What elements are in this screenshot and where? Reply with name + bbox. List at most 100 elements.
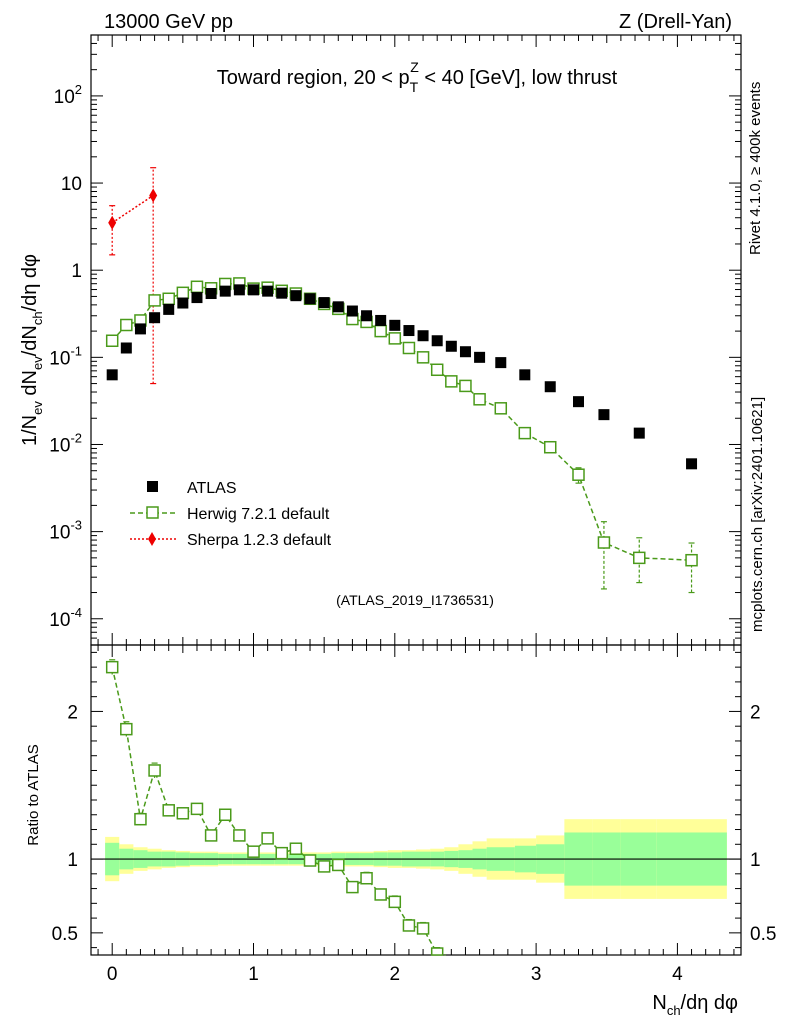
atlas-point [686, 458, 698, 470]
sherpa-point [108, 215, 117, 230]
atlas-point [474, 351, 486, 363]
sherpa-point [149, 188, 158, 203]
y-tick-exponent: -1 [70, 343, 82, 358]
herwig-point [572, 468, 585, 481]
x-axis-label: Nch/dη dφ [652, 992, 738, 1018]
ratio-tick-label-left: 0.5 [52, 924, 78, 945]
atlas-point [417, 330, 429, 342]
atlas-point [573, 396, 584, 408]
y-tick-base: 10 [54, 87, 75, 108]
y-tick-base: 10 [49, 348, 70, 369]
y-tick-base: 10 [49, 610, 70, 631]
atlas-point [163, 303, 175, 315]
ylabel-ev2: ev [30, 356, 45, 370]
legend-atlas-label: ATLAS [187, 480, 237, 497]
herwig-point [494, 402, 508, 415]
y-tick-exponent: -2 [70, 430, 82, 445]
ratio-tick-label-left: 1 [67, 850, 78, 871]
sherpa-line [111, 194, 154, 224]
ratio-herwig-point [402, 919, 416, 932]
ratio-herwig-point [204, 829, 218, 842]
ratio-herwig-point [190, 802, 204, 816]
ylabel-a: 1/N [19, 415, 41, 446]
herwig-line [111, 282, 692, 561]
atlas-point [318, 297, 330, 309]
atlas-point [544, 381, 556, 393]
atlas-point [495, 357, 507, 369]
atlas-point [459, 346, 471, 358]
ratio-herwig-point [275, 846, 289, 860]
atlas-point [633, 427, 645, 439]
atlas-point [598, 409, 610, 421]
title-sub: T [410, 79, 419, 95]
atlas-point [519, 369, 531, 381]
legend-atlas-marker [147, 481, 158, 492]
atlas-point [248, 284, 259, 296]
legend-sherpa-label: Sherpa 1.2.3 default [187, 532, 332, 549]
xlabel-b: /dη dφ [681, 992, 738, 1014]
ratio-herwig-point [388, 895, 402, 909]
y-tick-label: 10-1 [49, 343, 82, 369]
ratio-y-label: Ratio to ATLAS [25, 744, 42, 845]
ratio-herwig-point [416, 922, 430, 935]
atlas-point [332, 301, 344, 313]
ratio-frame [90, 644, 742, 956]
herwig-point [543, 440, 557, 454]
ratio-herwig-point [176, 807, 190, 820]
ratio-tick-label-right: 0.5 [750, 924, 776, 945]
ratio-herwig-point [332, 858, 345, 872]
atlas-point [106, 369, 118, 381]
atlas-point [290, 290, 302, 302]
ylabel-b: dN [19, 370, 41, 401]
legend-sherpa-marker [148, 532, 156, 546]
x-tick-label: 4 [672, 964, 683, 985]
title-sup: Z [410, 59, 419, 75]
herwig-point [633, 551, 646, 565]
herwig-point [162, 292, 175, 306]
herwig-point [597, 536, 611, 549]
atlas-point [403, 325, 415, 337]
ratio-herwig-point [105, 660, 119, 674]
atlas-point [134, 323, 146, 335]
analysis-id: (ATLAS_2019_I1736531) [336, 592, 494, 608]
herwig-point [190, 280, 204, 294]
herwig-point [459, 379, 472, 393]
ratio-herwig-point [289, 842, 303, 855]
y-tick-label: 10-3 [49, 518, 82, 544]
atlas-point [346, 305, 358, 317]
ylabel-ch: ch [30, 311, 45, 325]
atlas-point [361, 310, 373, 322]
header-left: 13000 GeV pp [104, 11, 233, 33]
ylabel-d: /dη dφ [19, 254, 41, 311]
ratio-herwig-point [233, 829, 246, 842]
herwig-point [473, 393, 486, 406]
mcplots-label: mcplots.cern.ch [arXiv:2401.10621] [749, 397, 766, 632]
ratio-herwig-point [261, 832, 274, 845]
ratio-herwig-point [247, 845, 260, 858]
ratio-herwig-point [346, 880, 359, 894]
y-tick-label: 1 [71, 261, 82, 282]
atlas-point [304, 293, 316, 305]
y-tick-exponent: 2 [75, 82, 82, 97]
ratio-herwig-point [148, 764, 161, 777]
legend-herwig-label: Herwig 7.2.1 default [187, 506, 330, 523]
ratio-axes: 0.5 0.5 1 1 2 2 0 1 2 3 4 [52, 644, 776, 985]
x-tick-label: 3 [531, 964, 542, 985]
atlas-point [233, 284, 245, 296]
ratio-herwig-point [162, 804, 175, 817]
ratio-tick-label-left: 2 [67, 702, 78, 723]
x-tick-label: 1 [248, 964, 259, 985]
herwig-point [374, 324, 387, 338]
legend-herwig-marker [146, 506, 159, 519]
ylabel-ev1: ev [30, 401, 45, 415]
y-axis-label: 1/Nev dNev/dNch/dη dφ [19, 254, 45, 446]
ratio-tick-label-right: 2 [750, 702, 761, 723]
xlabel-ch: ch [667, 1003, 681, 1018]
atlas-point [262, 285, 274, 297]
herwig-point [388, 332, 402, 345]
atlas-point [120, 342, 132, 354]
y-tick-label: 10-4 [49, 605, 82, 631]
herwig-point [120, 318, 133, 332]
atlas-point [389, 319, 401, 331]
